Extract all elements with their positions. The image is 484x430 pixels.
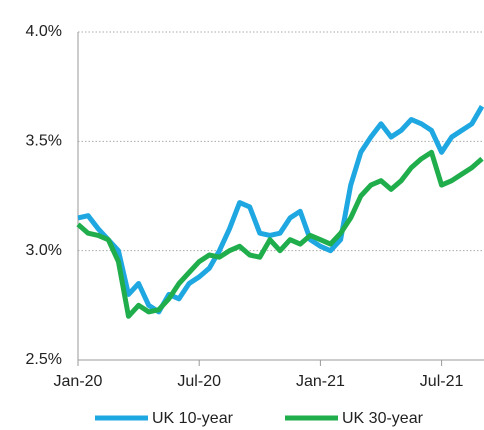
x-tick-label: Jul-20: [177, 373, 221, 390]
legend-label: UK 10-year: [152, 410, 234, 427]
y-tick-label: 2.5%: [26, 351, 62, 368]
y-tick-label: 3.0%: [26, 242, 62, 259]
series-line: [76, 149, 484, 319]
x-tick-label: Jan-21: [296, 373, 345, 390]
series-line: [77, 105, 484, 315]
legend-label: UK 30-year: [342, 410, 424, 427]
x-tick-label: Jul-21: [420, 373, 464, 390]
x-tick-label: Jan-20: [54, 373, 103, 390]
y-tick-label: 3.5%: [26, 133, 62, 150]
y-tick-label: 4.0%: [26, 23, 62, 40]
